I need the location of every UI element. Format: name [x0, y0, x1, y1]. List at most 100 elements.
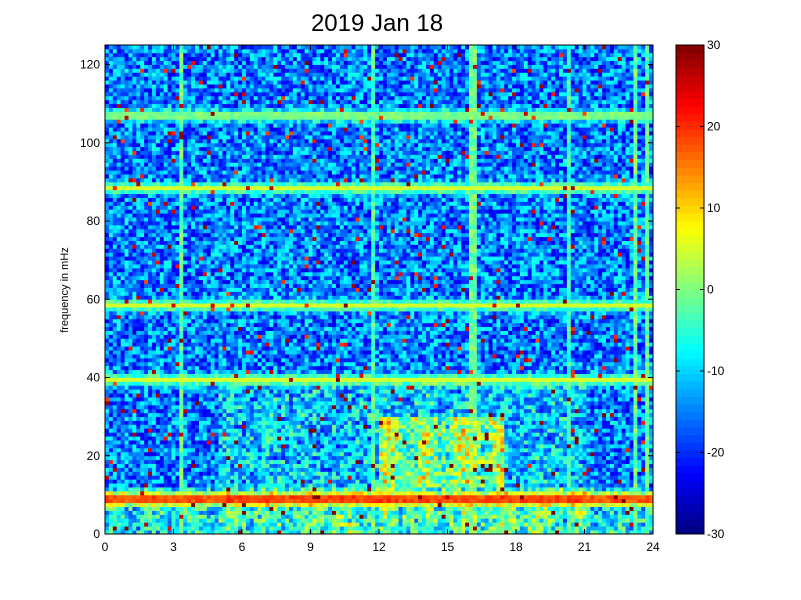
heatmap-cell [120, 459, 125, 464]
heatmap-cell [112, 326, 118, 331]
heatmap-cell [116, 217, 122, 222]
heatmap-cell [206, 412, 212, 418]
heatmap-cell [198, 299, 204, 304]
heatmap-cell [124, 369, 129, 375]
heatmap-cell [140, 291, 145, 296]
heatmap-cell [195, 221, 200, 226]
heatmap-cell [179, 479, 184, 484]
heatmap-cell [179, 350, 184, 355]
heatmap-cell [120, 88, 125, 93]
heatmap-cell [198, 174, 204, 179]
heatmap-cell [210, 506, 215, 511]
heatmap-cell [183, 365, 188, 371]
heatmap-cell [183, 350, 188, 355]
heatmap-cell [210, 201, 215, 206]
heatmap-cell [187, 232, 192, 238]
heatmap-cell [116, 455, 122, 461]
heatmap-cell [210, 146, 215, 152]
heatmap-cell [198, 346, 204, 351]
heatmap-cell [108, 267, 114, 273]
heatmap-cell [140, 56, 145, 62]
heatmap-cell [202, 393, 208, 398]
heatmap-cell [191, 64, 196, 69]
heatmap-cell [257, 436, 262, 441]
heatmap-cell [249, 88, 255, 93]
heatmap-cell [171, 526, 176, 531]
heatmap-cell [112, 314, 118, 320]
heatmap-cell [206, 178, 212, 183]
heatmap-cell [124, 283, 129, 288]
heatmap-cell [257, 447, 262, 453]
heatmap-cell [105, 459, 110, 464]
heatmap-cell [191, 318, 196, 324]
heatmap-cell [183, 318, 188, 324]
heatmap-cell [116, 52, 122, 58]
heatmap-cell [214, 260, 219, 265]
heatmap-cell [230, 338, 235, 343]
heatmap-cell [234, 428, 239, 433]
heatmap-cell [198, 416, 204, 421]
heatmap-cell [171, 479, 176, 484]
heatmap-cell [128, 107, 133, 112]
heatmap-cell [159, 264, 165, 269]
heatmap-cell [218, 479, 223, 484]
heatmap-cell [163, 424, 169, 429]
heatmap-cell [171, 224, 176, 230]
heatmap-cell [116, 201, 122, 206]
heatmap-cell [253, 119, 259, 124]
heatmap-cell [155, 174, 161, 179]
heatmap-cell [128, 510, 133, 515]
heatmap-cell [136, 459, 141, 464]
heatmap-cell [171, 291, 176, 296]
heatmap-cell [202, 346, 208, 351]
heatmap-cell [226, 158, 231, 163]
heatmap-cell [249, 518, 255, 523]
heatmap-cell [202, 463, 208, 468]
heatmap-cell [222, 432, 227, 437]
heatmap-cell [245, 45, 251, 50]
heatmap-cell [238, 467, 243, 472]
heatmap-cell [108, 447, 114, 453]
heatmap-cell [191, 393, 196, 398]
heatmap-cell [163, 264, 169, 269]
heatmap-cell [242, 322, 247, 328]
heatmap-cell [226, 471, 231, 476]
heatmap-cell [148, 487, 153, 492]
heatmap-cell [195, 217, 200, 222]
heatmap-cell [159, 459, 165, 464]
heatmap-cell [234, 142, 239, 148]
heatmap-cell [249, 181, 255, 187]
heatmap-cell [128, 48, 133, 54]
heatmap-cell [148, 64, 153, 69]
heatmap-cell [167, 142, 172, 148]
heatmap-cell [230, 455, 235, 461]
heatmap-cell [230, 115, 235, 120]
heatmap-cell [120, 475, 125, 480]
heatmap-cell [144, 377, 149, 382]
heatmap-cell [187, 287, 192, 292]
heatmap-cell [140, 326, 145, 331]
heatmap-cell [144, 158, 149, 163]
heatmap-cell [226, 303, 231, 308]
heatmap-cell [206, 103, 212, 108]
heatmap-cell [108, 455, 114, 461]
heatmap-cell [234, 381, 239, 386]
heatmap-cell [108, 479, 114, 484]
heatmap-cell [148, 498, 153, 504]
heatmap-cell [230, 158, 235, 163]
heatmap-cell [128, 420, 133, 425]
heatmap-cell [116, 299, 122, 304]
heatmap-cell [179, 52, 184, 58]
heatmap-cell [198, 115, 204, 120]
heatmap-cell [187, 119, 192, 124]
heatmap-cell [238, 459, 243, 464]
heatmap-cell [108, 389, 114, 394]
heatmap-cell [136, 115, 141, 120]
heatmap-cell [214, 303, 219, 308]
heatmap-cell [159, 88, 165, 93]
heatmap-cell [120, 357, 125, 363]
heatmap-cell [155, 48, 161, 54]
heatmap-cell [105, 256, 110, 261]
heatmap-cell [105, 279, 110, 285]
heatmap-cell [202, 166, 208, 171]
